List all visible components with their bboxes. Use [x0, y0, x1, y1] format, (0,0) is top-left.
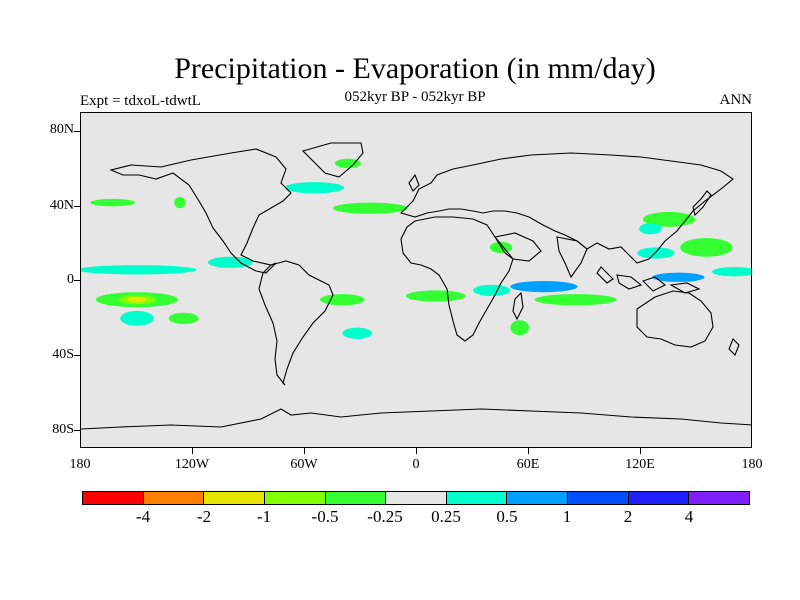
- lon-tick-label: 120W: [174, 457, 210, 472]
- coastline-japan: [692, 190, 712, 217]
- anomaly-region: [81, 265, 197, 275]
- colorbar-label: 1: [562, 507, 572, 526]
- coastline-australia: [636, 290, 714, 348]
- lon-tick-mark: [192, 448, 193, 454]
- coastline-india: [556, 236, 588, 279]
- lon-tick-label: 180: [741, 457, 763, 472]
- lat-tick-mark: [74, 131, 80, 132]
- map-canvas: [81, 142, 751, 430]
- lon-tick-mark: [640, 448, 641, 454]
- colorbar-box: [386, 492, 447, 504]
- anomaly-region: [510, 320, 529, 336]
- anomaly-region: [207, 256, 253, 268]
- anomaly-region: [174, 197, 186, 209]
- anomaly-region: [284, 182, 345, 194]
- anomaly-regions: [81, 158, 751, 339]
- colorbar-box: [83, 492, 144, 504]
- lat-tick-label: 40S: [52, 347, 74, 362]
- experiment-label: Expt = tdxoL-tdwtL: [80, 93, 201, 109]
- lon-tick-label: 0: [412, 457, 420, 472]
- anomaly-region: [510, 281, 578, 293]
- anomaly-region: [405, 290, 466, 302]
- colorbar-label: -0.25: [367, 507, 403, 526]
- anomaly-region: [120, 310, 154, 326]
- anomaly-region: [473, 284, 511, 296]
- lat-tick-mark: [74, 280, 80, 281]
- anomaly-region: [342, 327, 373, 339]
- colorbar-label: 2: [623, 507, 633, 526]
- anomaly-region: [334, 158, 361, 169]
- coastline-eurasia: [399, 152, 734, 264]
- lat-tick-label: 40N: [49, 198, 74, 213]
- anomaly-region: [534, 294, 617, 306]
- lon-tick-label: 120E: [625, 457, 655, 472]
- coastline-arabia: [493, 232, 542, 262]
- coastline-south-america: [258, 260, 334, 386]
- lon-tick-mark: [304, 448, 305, 454]
- colorbar: [82, 491, 750, 505]
- coastline-antarctica: [81, 408, 751, 430]
- coastline-british-isles: [408, 173, 420, 192]
- colorbar-box: [689, 492, 750, 504]
- colorbar-box: [204, 492, 265, 504]
- lon-tick-mark: [416, 448, 417, 454]
- lat-tick-label: 80N: [49, 122, 74, 137]
- colorbar-box: [568, 492, 629, 504]
- coastline-africa: [400, 216, 514, 342]
- colorbar-box: [446, 492, 508, 504]
- anomaly-region: [319, 294, 365, 306]
- season-label: ANN: [719, 92, 753, 108]
- lat-tick-label: 0: [67, 272, 74, 287]
- plot-title: Precipitation - Evaporation (in mm/day): [174, 52, 656, 85]
- coastline-madagascar: [512, 291, 524, 321]
- colorbar-label: -2: [196, 507, 212, 526]
- anomaly-region: [639, 223, 662, 235]
- colorbar-label: -1: [256, 507, 272, 526]
- colorbar-label: 0.5: [496, 507, 518, 526]
- colorbar-box: [143, 492, 205, 504]
- colorbar-box: [264, 492, 326, 504]
- anomaly-region: [637, 247, 675, 259]
- colorbar-box: [325, 492, 387, 504]
- anomaly-region: [90, 198, 136, 207]
- colorbar-label: 0.25: [431, 507, 461, 526]
- colorbar-box: [628, 492, 690, 504]
- lon-tick-mark: [528, 448, 529, 454]
- anomaly-region: [652, 272, 705, 282]
- anomaly-region: [680, 238, 733, 257]
- anomaly-region: [642, 211, 696, 227]
- lat-tick-mark: [74, 355, 80, 356]
- colorbar-label: -4: [135, 507, 151, 526]
- coastline-greenland: [301, 142, 364, 178]
- anomaly-region: [711, 267, 751, 277]
- lat-tick-mark: [74, 430, 80, 431]
- plot-subtitle: 052kyr BP - 052kyr BP: [344, 89, 486, 105]
- lon-tick-label: 180: [69, 457, 91, 472]
- coastline-new-zealand: [728, 338, 740, 356]
- lon-tick-label: 60W: [290, 457, 318, 472]
- anomaly-region: [168, 312, 199, 324]
- coastline-north-america: [109, 148, 292, 274]
- colorbar-label: -0.5: [311, 507, 339, 526]
- coastline-maritime-continent: [596, 266, 701, 294]
- coastlines: [81, 142, 751, 430]
- colorbar-label: 4: [684, 507, 694, 526]
- lon-tick-label: 60E: [516, 457, 540, 472]
- map-panel: [80, 112, 752, 448]
- anomaly-region: [333, 202, 408, 214]
- lat-tick-label: 80S: [52, 422, 74, 437]
- colorbar-box: [507, 492, 569, 504]
- anomaly-region: [127, 296, 147, 303]
- lat-tick-mark: [74, 206, 80, 207]
